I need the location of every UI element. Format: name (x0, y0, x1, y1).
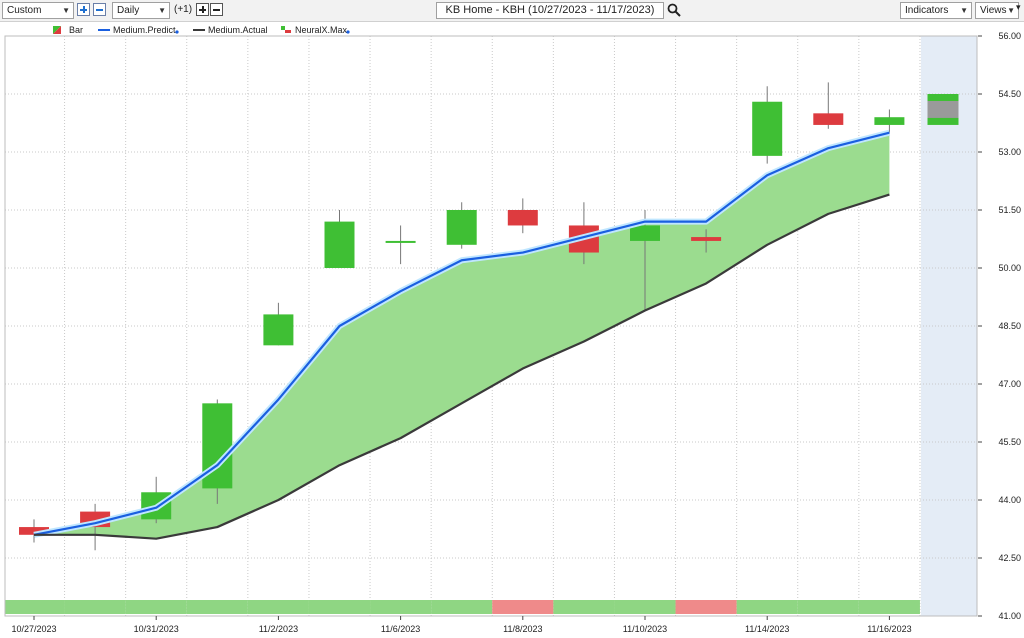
y-tick-label: 47.00 (998, 379, 1021, 389)
x-tick-label: 11/14/2023 (745, 624, 789, 634)
zoom-in-button[interactable] (77, 3, 90, 16)
signal-strip-cell (308, 600, 371, 614)
legend-bar-label: Bar (69, 25, 83, 35)
period-select[interactable]: Custom ▼ (2, 2, 74, 19)
signal-strip-cell (431, 600, 493, 614)
candle-body (630, 225, 660, 241)
legend-predict-label: Medium.Predict (113, 25, 176, 35)
price-chart[interactable]: 56.00 54.50 53.00 51.50 50.00 48.50 47.00 45.50… (0, 21, 1024, 638)
candle-body (324, 221, 355, 268)
views-pin-icon[interactable]: ▾ (1016, 2, 1021, 12)
medium-predict-line (33, 131, 890, 536)
x-tick-label: 11/8/2023 (503, 624, 542, 634)
candle-body (263, 314, 294, 346)
candle-body (19, 527, 49, 535)
signal-strip-cell (5, 600, 65, 614)
y-tick-label: 44.00 (998, 495, 1021, 505)
chart-title: KB Home - KBH (10/27/2023 - 11/17/2023) (445, 4, 655, 16)
y-tick-label: 56.00 (998, 31, 1021, 41)
offset-increase-button[interactable] (196, 3, 209, 16)
y-tick-label: 53.00 (998, 147, 1021, 157)
x-tick-label: 10/27/2023 (11, 624, 56, 634)
indicators-select[interactable]: Indicators ▼ (900, 2, 972, 19)
signal-strip-cell (675, 600, 737, 614)
chevron-down-icon: ▼ (158, 6, 166, 15)
y-tick-label: 45.50 (998, 437, 1021, 447)
legend-actual-label: Medium.Actual (208, 25, 268, 35)
candle-body (691, 237, 722, 241)
views-select[interactable]: Views ▼ (975, 2, 1019, 19)
offset-label: (+1) (174, 4, 193, 15)
y-tick-label: 50.00 (998, 263, 1021, 273)
signal-strip-cell (614, 600, 676, 614)
bar-legend-icon-red (53, 26, 61, 34)
prediction-band (34, 132, 890, 539)
signal-strip-cell (247, 600, 309, 614)
candle-body (385, 240, 416, 243)
x-tick-label: 11/6/2023 (381, 624, 420, 634)
chart-title-box[interactable]: KB Home - KBH (10/27/2023 - 11/17/2023) (436, 2, 664, 19)
candle-body (446, 210, 477, 245)
y-tick-label: 41.00 (998, 611, 1021, 621)
signal-strip-cell (736, 600, 798, 614)
chevron-down-icon: ▼ (62, 6, 70, 15)
future-area (920, 36, 977, 616)
legend-neuralx-label: NeuralX.Max (295, 25, 348, 35)
chevron-down-icon: ▼ (960, 6, 968, 15)
signal-strip-cell (186, 600, 248, 614)
signal-strip-cell (858, 600, 920, 614)
neuralx-legend-icon-red (285, 30, 291, 33)
period-select-value: Custom (7, 5, 42, 16)
indicators-label: Indicators (905, 5, 949, 16)
signal-strip-cell (125, 600, 187, 614)
candle-body (752, 101, 783, 156)
plot-frame (4, 35, 978, 617)
x-tick-label: 11/16/2023 (867, 624, 911, 634)
medium-actual-line (34, 193, 890, 540)
signal-strip-cell (64, 600, 126, 614)
y-tick-label: 42.50 (998, 553, 1021, 563)
neuralx-legend-icon (281, 26, 285, 30)
legend-dot-icon (346, 30, 350, 34)
x-tick-label: 11/2/2023 (259, 624, 298, 634)
chevron-down-icon: ▼ (1007, 6, 1015, 15)
interval-select-value: Daily (117, 5, 140, 16)
x-tick-label: 10/31/2023 (134, 624, 179, 634)
signal-strip-cell (797, 600, 859, 614)
candle-body (813, 113, 844, 125)
toolbar: Custom ▼ Daily ▼ (+1) KB Home - KBH (10/… (0, 0, 1024, 22)
y-tick-label: 51.50 (998, 205, 1021, 215)
candle-body (507, 210, 538, 226)
legend-dot-icon (175, 30, 179, 34)
zoom-out-button[interactable] (93, 3, 106, 16)
interval-select[interactable]: Daily ▼ (112, 2, 170, 19)
candle-body (874, 117, 905, 125)
signal-strip-cell (492, 600, 554, 614)
y-tick-label: 48.50 (998, 321, 1021, 331)
neuralx-max-bar-center (927, 101, 959, 118)
signal-strip-cell (370, 600, 432, 614)
search-icon[interactable] (667, 3, 681, 17)
y-tick-label: 54.50 (998, 89, 1021, 99)
x-tick-label: 11/10/2023 (623, 624, 667, 634)
signal-strip-cell (553, 600, 615, 614)
offset-decrease-button[interactable] (210, 3, 223, 16)
views-label: Views (980, 5, 1007, 16)
